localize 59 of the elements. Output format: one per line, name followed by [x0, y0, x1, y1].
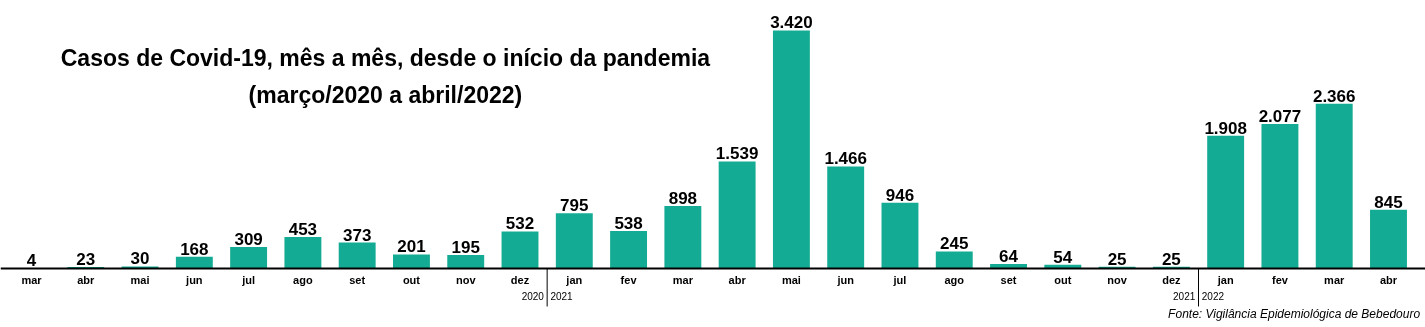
text: 2022: [1201, 291, 1225, 303]
data-label: 30: [130, 249, 150, 269]
x-tick-label: dez: [1162, 274, 1182, 287]
text: Casos de Covid-19, mês a mês, desde o início da pandemia: [60, 45, 711, 72]
x-tick-label: jan: [1216, 274, 1234, 287]
data-label: 845: [1374, 192, 1403, 212]
source-note: Fonte: Vigilância Epidemiológica de Bebedouro: [1168, 307, 1421, 322]
x-tick-label: jan: [565, 274, 583, 287]
data-label: 898: [668, 188, 698, 208]
data-label: 64: [999, 247, 1019, 267]
text: 2021: [550, 291, 574, 303]
x-tick-label: out: [1054, 274, 1072, 287]
text: 2020: [521, 291, 545, 303]
x-tick-label: jul: [241, 274, 256, 287]
data-label: 201: [397, 237, 426, 257]
x-tick-label: mar: [1324, 274, 1346, 287]
x-tick-label: nov: [455, 274, 477, 287]
data-label: 795: [560, 196, 589, 216]
data-label: 1.908: [1204, 118, 1247, 138]
data-label: 532: [505, 214, 535, 234]
data-label: 195: [451, 237, 480, 257]
x-tick-label: ago: [944, 274, 965, 287]
data-label: 309: [234, 229, 263, 249]
data-label: 946: [885, 185, 915, 205]
data-label: 2.077: [1258, 106, 1302, 126]
data-label: 373: [342, 225, 372, 245]
data-label: 3.420: [770, 13, 813, 33]
data-label: 4: [26, 251, 37, 271]
text: (março/2020 a abril/2022): [248, 82, 523, 109]
x-tick-label: abr: [728, 274, 747, 287]
x-tick-label: mai: [130, 274, 150, 287]
data-label: 245: [940, 234, 969, 254]
data-label: 25: [1161, 249, 1181, 269]
x-tick-label: set: [349, 274, 366, 287]
x-tick-label: abr: [77, 274, 96, 287]
x-tick-label: nov: [1107, 274, 1128, 287]
x-tick-label: jul: [892, 274, 907, 287]
data-label: 168: [180, 239, 209, 259]
x-tick-label: jun: [836, 274, 855, 287]
x-tick-label: out: [402, 274, 421, 287]
data-label: 2.366: [1312, 86, 1356, 106]
x-tick-label: dez: [510, 274, 530, 287]
x-tick-label: fev: [1271, 274, 1289, 287]
x-tick-label: mar: [21, 274, 43, 287]
data-label: 1.539: [715, 144, 759, 164]
data-label: 54: [1053, 247, 1073, 267]
x-tick-label: mai: [781, 274, 801, 287]
x-tick-label: fev: [620, 274, 638, 287]
text: 2021: [1173, 291, 1196, 303]
data-label: 23: [76, 249, 96, 269]
data-label: 1.466: [824, 149, 867, 169]
x-tick-label: jun: [185, 274, 203, 287]
data-label: 25: [1107, 249, 1127, 269]
x-tick-label: abr: [1379, 274, 1398, 287]
x-tick-label: set: [1000, 274, 1017, 287]
x-tick-label: mar: [672, 274, 694, 287]
data-label: 538: [614, 214, 643, 234]
x-tick-label: ago: [293, 274, 313, 287]
data-label: 453: [288, 219, 318, 239]
